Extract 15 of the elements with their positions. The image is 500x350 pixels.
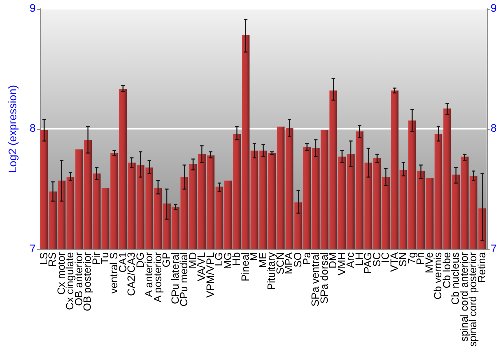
x-tick-label: A posterior xyxy=(152,252,164,303)
x-tick-label: VPM/VPL xyxy=(204,252,217,298)
x-tick-label: Pineal xyxy=(240,252,252,282)
y-tick-label: 7 xyxy=(30,243,36,256)
x-tick-label: DG xyxy=(134,252,147,268)
y-tick-label: 8 xyxy=(30,123,36,136)
x-tick-label: ventral S xyxy=(108,252,120,294)
y2-tick-label: 8 xyxy=(490,123,498,136)
y-axis-title: Log2 (expression) xyxy=(8,85,20,174)
y-tick-label: 9 xyxy=(30,3,36,15)
x-tick-label: SO xyxy=(292,252,304,268)
y2-tick-label: 9 xyxy=(490,3,498,15)
y2-tick-label: 7 xyxy=(490,243,498,256)
x-tick-label: OB posterior xyxy=(82,252,94,312)
x-tick-label: 7g xyxy=(406,252,418,264)
